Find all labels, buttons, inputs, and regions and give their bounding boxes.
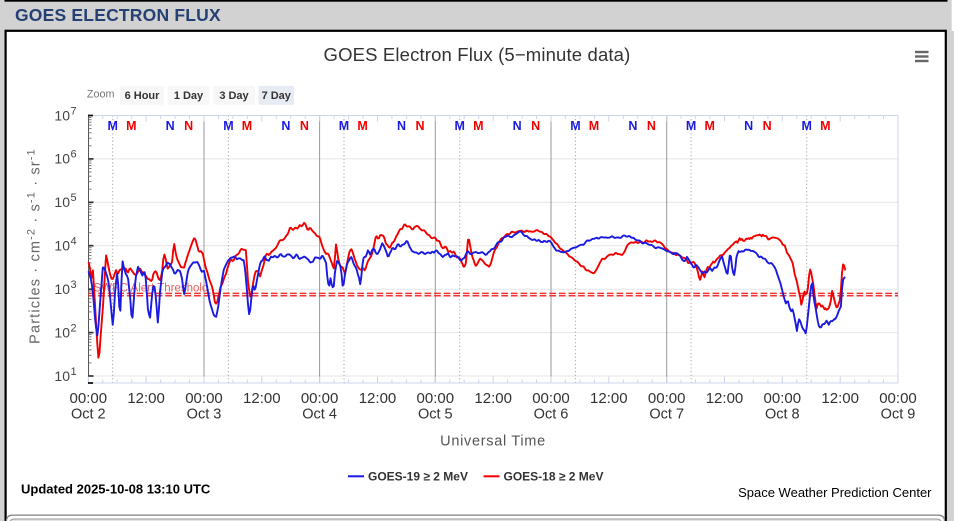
svg-text:00:00: 00:00	[70, 390, 108, 407]
svg-text:M: M	[339, 119, 349, 133]
svg-text:Oct 8: Oct 8	[765, 406, 800, 422]
svg-text:12:00: 12:00	[706, 390, 744, 407]
svg-text:00:00: 00:00	[879, 390, 917, 407]
svg-text:M: M	[570, 119, 580, 133]
svg-text:M: M	[820, 119, 830, 133]
svg-text:Space Weather Prediction Cente: Space Weather Prediction Center	[738, 485, 932, 500]
svg-text:3 Day: 3 Day	[219, 90, 249, 102]
svg-text:00:00: 00:00	[417, 390, 455, 407]
svg-text:00:00: 00:00	[301, 390, 339, 407]
svg-text:Universal Time: Universal Time	[440, 434, 546, 450]
svg-text:7: 7	[71, 105, 77, 117]
svg-text:N: N	[628, 119, 637, 133]
svg-text:GOES-19 ≥ 2 MeV: GOES-19 ≥ 2 MeV	[368, 470, 468, 484]
svg-text:3: 3	[71, 279, 77, 291]
svg-text:12:00: 12:00	[359, 390, 397, 407]
svg-text:Oct 2: Oct 2	[71, 406, 106, 422]
svg-text:N: N	[647, 119, 656, 133]
svg-text:M: M	[242, 119, 252, 133]
svg-text:N: N	[166, 119, 175, 133]
svg-text:6: 6	[71, 149, 77, 161]
svg-text:1 Day: 1 Day	[174, 90, 204, 102]
svg-text:M: M	[704, 119, 714, 133]
svg-text:N: N	[281, 119, 290, 133]
svg-text:N: N	[744, 119, 753, 133]
svg-text:10: 10	[54, 368, 70, 384]
svg-text:N: N	[415, 119, 424, 133]
svg-text:10: 10	[54, 324, 70, 340]
svg-text:12:00: 12:00	[590, 390, 628, 407]
svg-text:10: 10	[54, 151, 70, 167]
svg-text:GOES-18 ≥ 2 MeV: GOES-18 ≥ 2 MeV	[504, 470, 604, 484]
svg-text:12:00: 12:00	[474, 390, 512, 407]
svg-text:00:00: 00:00	[764, 390, 802, 407]
svg-text:2: 2	[71, 322, 77, 334]
svg-text:M: M	[686, 119, 696, 133]
svg-text:6 Hour: 6 Hour	[125, 90, 161, 102]
svg-text:Oct 4: Oct 4	[302, 406, 337, 422]
svg-text:M: M	[589, 119, 599, 133]
svg-text:10: 10	[54, 238, 70, 254]
svg-text:M: M	[473, 119, 483, 133]
svg-text:10: 10	[54, 107, 70, 123]
svg-text:10: 10	[54, 281, 70, 297]
svg-text:M: M	[454, 119, 464, 133]
svg-text:Oct 6: Oct 6	[534, 406, 569, 422]
svg-text:N: N	[513, 119, 522, 133]
svg-text:5: 5	[71, 192, 77, 204]
svg-text:Oct 5: Oct 5	[418, 406, 453, 422]
svg-text:1: 1	[71, 366, 77, 378]
svg-text:N: N	[531, 119, 540, 133]
svg-text:Zoom: Zoom	[87, 89, 115, 101]
svg-text:4: 4	[71, 236, 77, 248]
svg-text:00:00: 00:00	[185, 390, 223, 407]
svg-text:12:00: 12:00	[821, 390, 859, 407]
svg-text:GOES Electron Flux (5−minute d: GOES Electron Flux (5−minute data)	[324, 44, 631, 65]
svg-text:N: N	[300, 119, 309, 133]
svg-text:M: M	[223, 119, 233, 133]
svg-text:Oct 7: Oct 7	[649, 406, 684, 422]
svg-text:M: M	[357, 119, 367, 133]
svg-text:Oct 9: Oct 9	[881, 406, 916, 422]
svg-text:10: 10	[54, 194, 70, 210]
svg-text:N: N	[763, 119, 772, 133]
svg-text:Oct 3: Oct 3	[187, 406, 222, 422]
svg-text:GOES ELECTRON FLUX: GOES ELECTRON FLUX	[15, 5, 221, 25]
svg-text:7 Day: 7 Day	[262, 90, 292, 102]
svg-text:N: N	[184, 119, 193, 133]
svg-text:M: M	[107, 119, 117, 133]
svg-text:N: N	[397, 119, 406, 133]
svg-text:Particles · cm-2 · s-1 · sr-1: Particles · cm-2 · s-1 · sr-1	[26, 148, 44, 344]
svg-text:00:00: 00:00	[532, 390, 570, 407]
svg-text:12:00: 12:00	[243, 390, 281, 407]
svg-text:00:00: 00:00	[648, 390, 686, 407]
svg-text:Updated 2025-10-08 13:10 UTC: Updated 2025-10-08 13:10 UTC	[21, 482, 211, 497]
svg-text:12:00: 12:00	[127, 390, 165, 407]
svg-text:M: M	[801, 119, 811, 133]
svg-text:M: M	[126, 119, 136, 133]
